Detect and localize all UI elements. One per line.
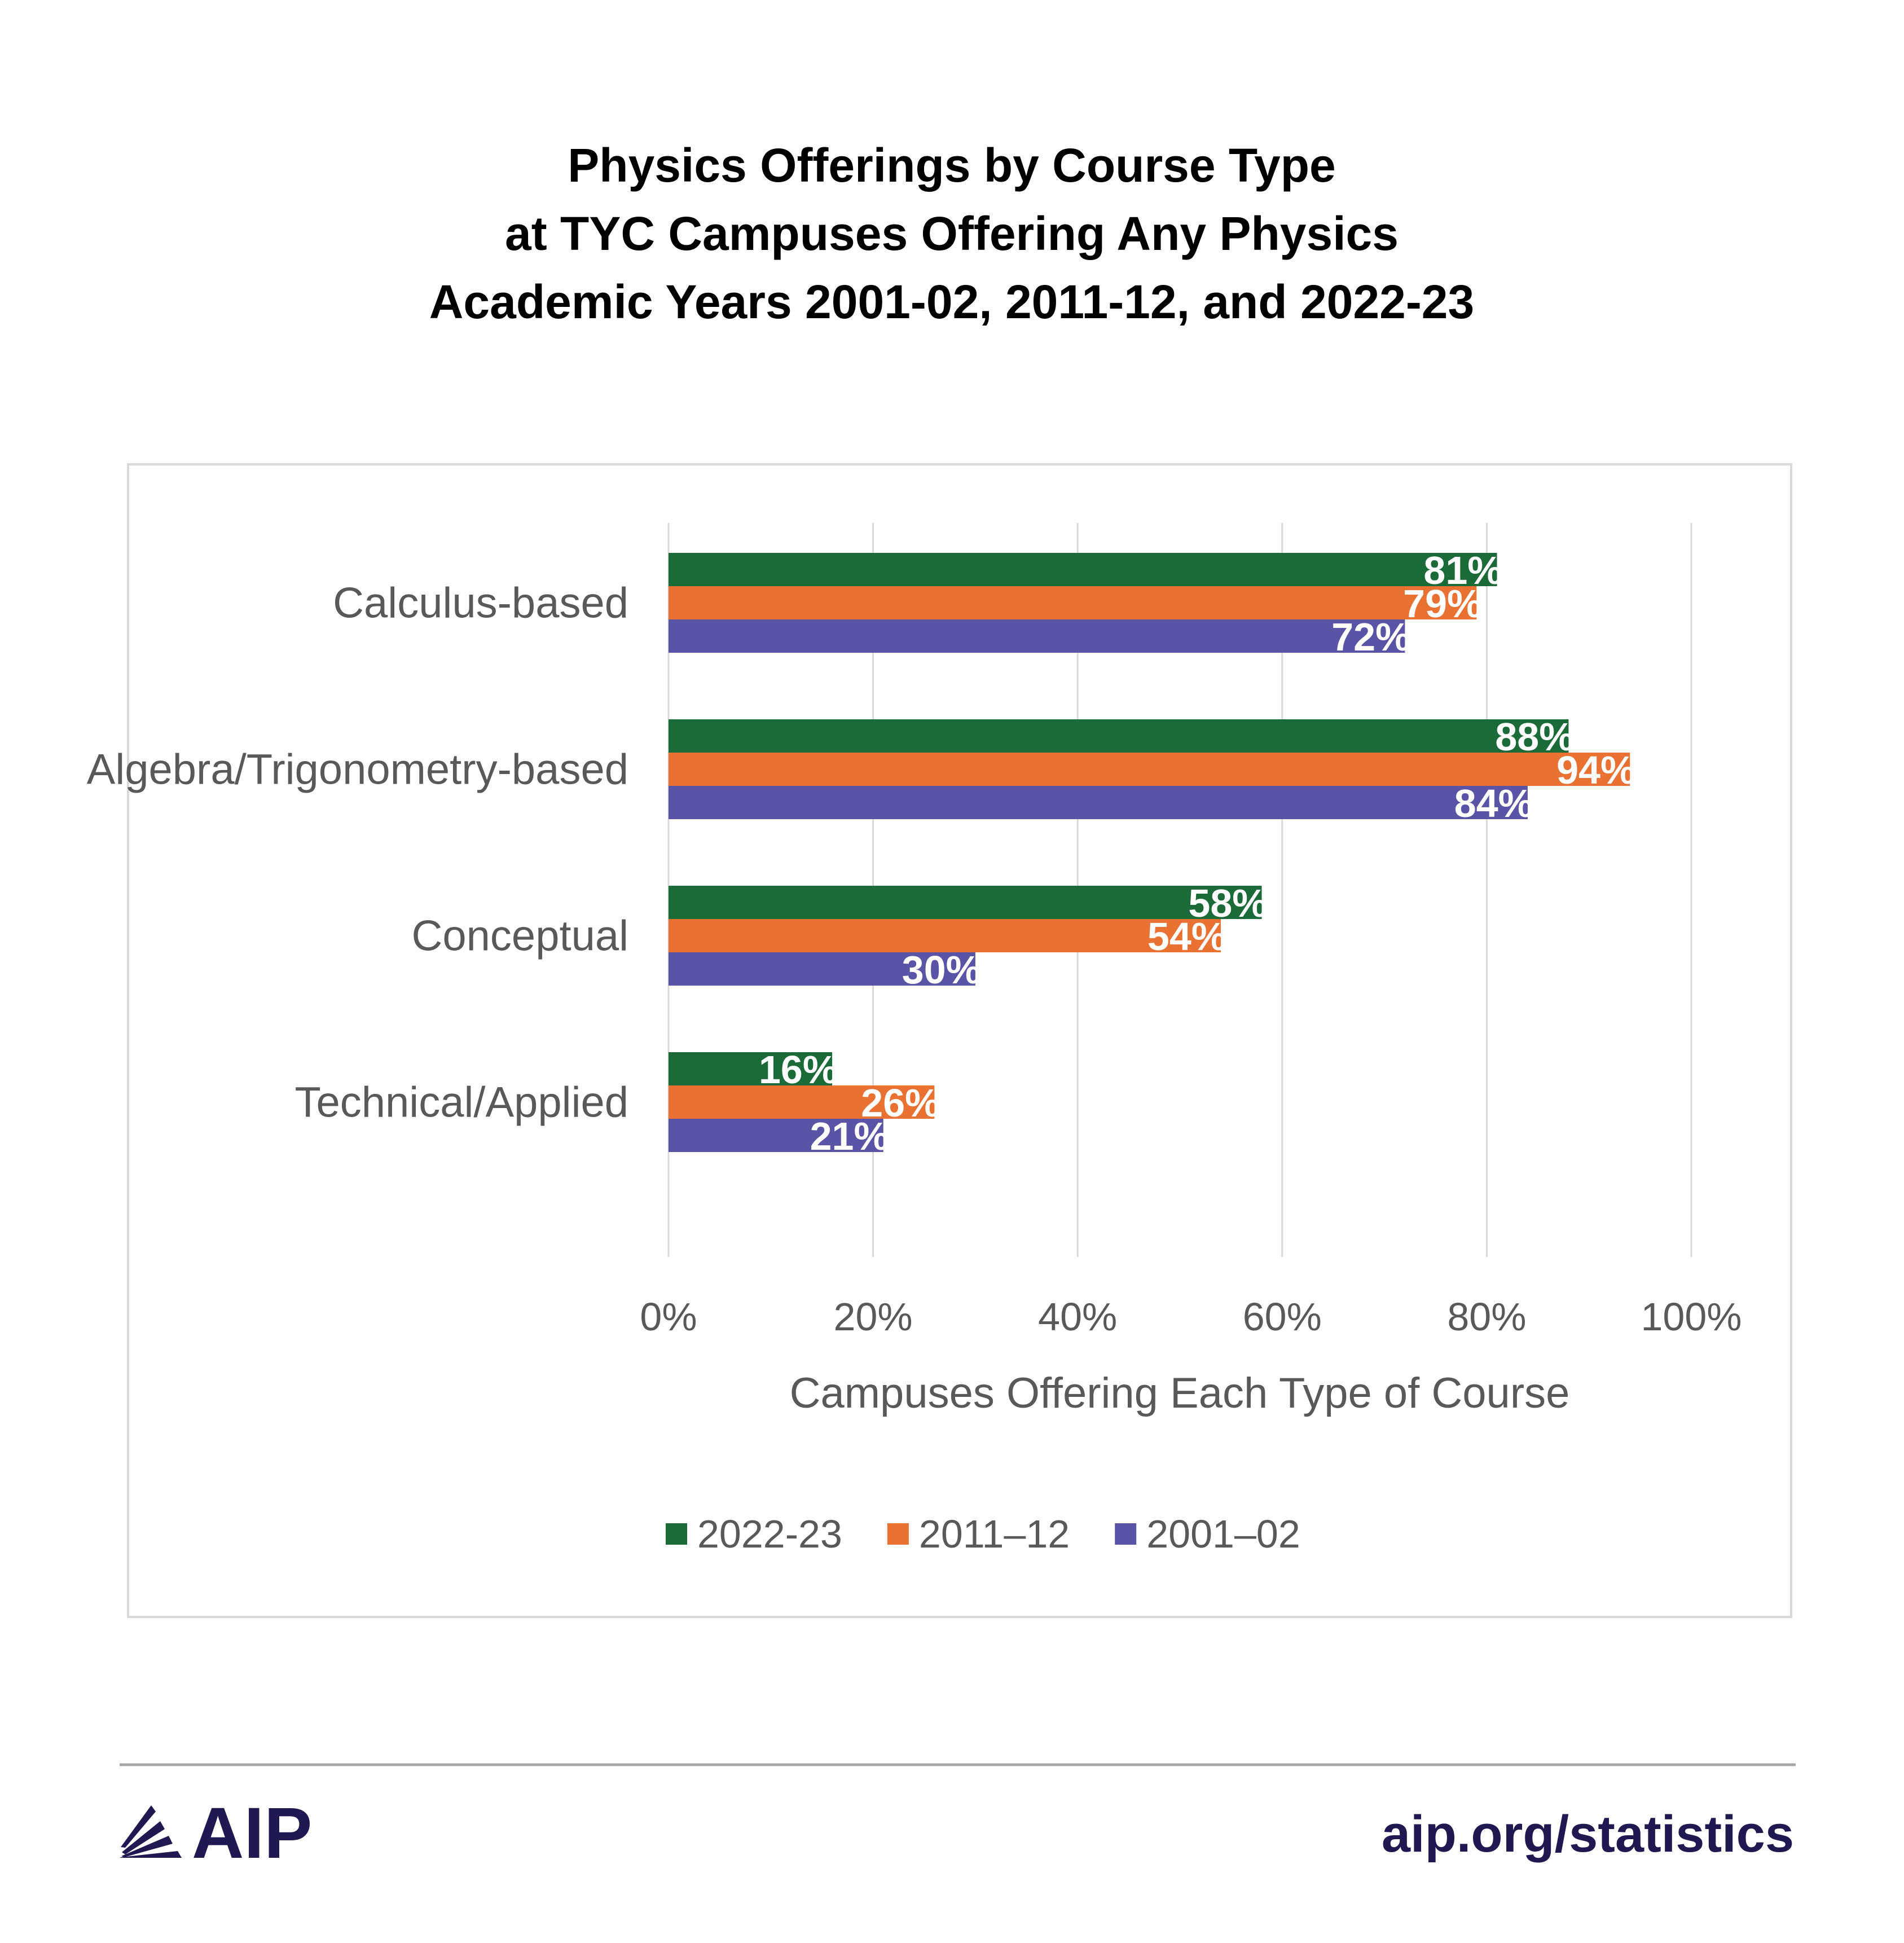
category-label: Calculus-based [333,579,628,627]
legend-swatch [1115,1523,1137,1545]
footer-url[interactable]: aip.org/statistics [1382,1805,1794,1863]
data-label: 58% [1188,881,1267,925]
data-label: 79% [1403,582,1482,626]
x-tick-label: 100% [1641,1295,1742,1339]
bar [669,1085,935,1119]
category-label: Algebra/Trigonometry-based [87,746,628,794]
category-label: Conceptual [412,912,629,960]
aip-logo-rays-icon [120,1805,182,1858]
chart-title-line-1: Physics Offerings by Course Type [568,139,1336,192]
bar [669,553,1497,586]
x-tick-label: 20% [834,1295,913,1339]
x-tick-label: 80% [1447,1295,1526,1339]
bar [669,619,1405,653]
data-label: 21% [810,1114,889,1158]
bar [669,586,1477,619]
chart-title-line-3: Academic Years 2001-02, 2011-12, and 202… [429,275,1474,328]
chart-title-line-2: at TYC Campuses Offering Any Physics [505,207,1399,260]
bar [669,1052,833,1085]
bar [669,952,975,986]
data-label: 26% [861,1081,940,1125]
data-label: 30% [902,948,981,992]
bar [669,753,1630,786]
data-label: 88% [1495,715,1574,759]
data-label: 72% [1331,615,1410,659]
data-label: 84% [1454,781,1533,825]
aip-logo: AIP [120,1793,312,1874]
legend-swatch [887,1523,909,1545]
bar [669,1119,883,1152]
bar [669,786,1528,819]
legend-label: 2022-23 [697,1512,842,1556]
x-tick-label: 40% [1038,1295,1117,1339]
x-axis-title: Campuses Offering Each Type of Course [790,1369,1570,1417]
x-tick-label: 60% [1243,1295,1322,1339]
x-tick-label: 0% [640,1295,697,1339]
data-label: 94% [1556,748,1635,792]
bar [669,919,1221,952]
chart-frame [127,463,1792,1618]
legend-label: 2011–12 [919,1512,1070,1556]
category-label: Technical/Applied [295,1079,629,1127]
aip-logo-text: AIP [192,1793,312,1874]
bar [669,719,1569,753]
legend-swatch [666,1523,687,1545]
legend-label: 2001–02 [1146,1512,1300,1556]
data-label: 81% [1423,548,1502,592]
bar [669,886,1262,919]
data-label: 16% [759,1048,838,1092]
data-label: 54% [1147,915,1226,959]
